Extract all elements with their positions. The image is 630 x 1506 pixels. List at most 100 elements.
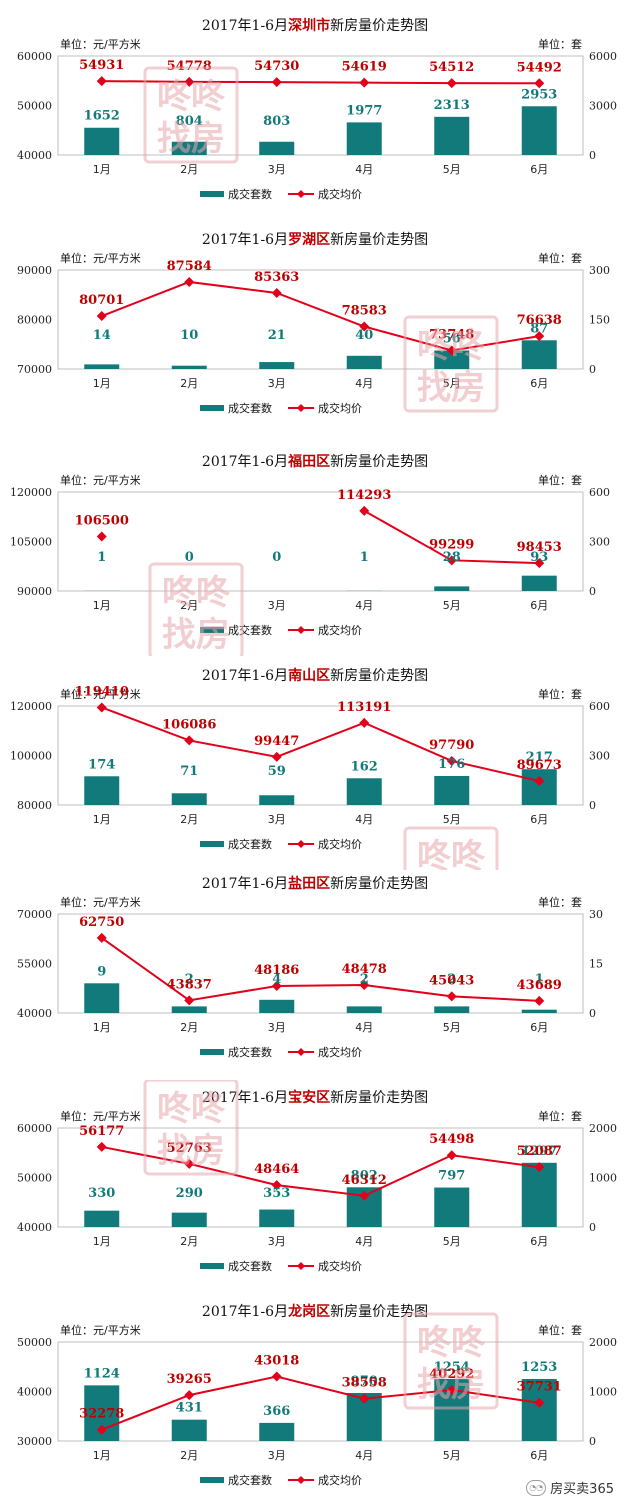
- plot-frame: [58, 1342, 583, 1441]
- chart-title: 2017年1-6月盐田区新房量价走势图: [202, 875, 428, 892]
- bar-value-label: 2313: [434, 98, 470, 113]
- chart-title: 2017年1-6月福田区新房量价走势图: [202, 453, 428, 470]
- price-value-label: 54730: [254, 59, 299, 74]
- watermark-text: 咚咚: [157, 77, 226, 117]
- price-value-label: 54498: [429, 1132, 474, 1147]
- chart-title: 2017年1-6月龙岗区新房量价走势图: [202, 1303, 428, 1320]
- plot-frame: [58, 56, 583, 155]
- category-label: 4月: [355, 1235, 373, 1248]
- category-label: 1月: [93, 1021, 111, 1034]
- legend-line-marker: [297, 404, 305, 412]
- bar-value-label: 431: [176, 1401, 203, 1416]
- legend-bar-swatch: [200, 841, 224, 847]
- legend-line-marker: [297, 1476, 305, 1484]
- category-label: 2月: [180, 163, 198, 176]
- price-value-label: 48464: [254, 1162, 299, 1177]
- chart-title-prefix: 2017年1-6月: [202, 232, 288, 248]
- left-tick-label: 55000: [17, 958, 52, 971]
- chart-title-district: 宝安区: [288, 1089, 330, 1106]
- left-tick-label: 120000: [10, 700, 52, 713]
- left-tick-label: 60000: [17, 50, 52, 63]
- left-tick-label: 90000: [17, 264, 52, 277]
- watermark-text: 咚咚: [162, 573, 231, 613]
- bar-units-sold: [172, 1213, 207, 1227]
- chart-title-prefix: 2017年1-6月: [202, 18, 288, 34]
- bar-units-sold: [259, 795, 294, 805]
- price-value-label: 106086: [162, 717, 216, 732]
- price-value-label: 43837: [167, 977, 212, 992]
- bar-value-label: 803: [263, 114, 290, 129]
- right-tick-label: 3000: [589, 100, 617, 113]
- bar-units-sold: [347, 356, 382, 369]
- legend-bar-label: 成交套数: [228, 1259, 272, 1273]
- bar-units-sold: [259, 1423, 294, 1441]
- chart-title: 2017年1-6月罗湖区新房量价走势图: [202, 232, 428, 248]
- legend-bar-label: 成交套数: [228, 623, 272, 637]
- chart-title-district: 罗湖区: [288, 232, 330, 248]
- right-axis-unit: 单位：套: [538, 1323, 582, 1337]
- price-value-label: 37731: [517, 1380, 562, 1395]
- chart-svg: 2017年1-6月宝安区新房量价走势图单位：元/平方米单位：套400005000…: [0, 1080, 630, 1292]
- right-tick-label: 0: [589, 1007, 596, 1020]
- plot-frame: [58, 270, 583, 369]
- watermark-text: 找房: [157, 119, 225, 159]
- right-tick-label: 0: [589, 1435, 596, 1448]
- price-value-label: 43689: [517, 978, 562, 993]
- category-label: 3月: [268, 599, 286, 612]
- category-label: 3月: [268, 1449, 286, 1462]
- price-value-label: 54778: [167, 59, 212, 74]
- price-value-label: 56177: [79, 1124, 124, 1139]
- chart-title-prefix: 2017年1-6月: [202, 454, 288, 470]
- price-point: [97, 702, 107, 712]
- bar-value-label: 330: [88, 1186, 115, 1201]
- category-label: 4月: [355, 1449, 373, 1462]
- legend-line-marker: [297, 626, 305, 634]
- category-label: 2月: [180, 1449, 198, 1462]
- left-tick-label: 70000: [17, 908, 52, 921]
- chart-svg: 2017年1-6月深圳市新房量价走势图单位：元/平方米单位：套400005000…: [0, 8, 630, 220]
- bar-value-label: 1: [97, 550, 106, 565]
- legend-bar-label: 成交套数: [228, 837, 272, 851]
- category-label: 2月: [180, 1021, 198, 1034]
- bar-value-label: 162: [351, 759, 378, 774]
- legend-line-marker: [297, 1262, 305, 1270]
- bar-units-sold: [259, 142, 294, 155]
- legend-bar-swatch: [200, 1049, 224, 1055]
- legend-line-marker: [297, 840, 305, 848]
- right-tick-label: 2000: [589, 1336, 617, 1349]
- chart-title-suffix: 新房量价走势图: [330, 1304, 428, 1320]
- bar-units-sold: [84, 776, 119, 805]
- chart-svg: 2017年1-6月龙岗区新房量价走势图单位：元/平方米单位：套300004000…: [0, 1294, 630, 1506]
- category-label: 4月: [355, 813, 373, 826]
- plot-frame: [58, 1128, 583, 1227]
- bar-value-label: 14: [93, 328, 111, 343]
- category-label: 3月: [268, 1235, 286, 1248]
- legend-bar-swatch: [200, 1477, 224, 1483]
- price-point: [272, 1372, 282, 1382]
- right-tick-label: 150: [589, 314, 610, 327]
- price-point: [359, 78, 369, 88]
- chart-title-prefix: 2017年1-6月: [202, 668, 288, 684]
- bar-units-sold: [172, 793, 207, 805]
- category-label: 1月: [93, 163, 111, 176]
- left-tick-label: 40000: [17, 1221, 52, 1234]
- category-label: 5月: [443, 163, 461, 176]
- price-point: [534, 996, 544, 1006]
- price-value-label: 48186: [254, 963, 299, 978]
- chart-title-prefix: 2017年1-6月: [202, 1304, 288, 1320]
- category-label: 3月: [268, 163, 286, 176]
- right-tick-label: 15: [589, 958, 603, 971]
- bar-units-sold: [259, 1000, 294, 1013]
- watermark-text: 找房: [417, 1365, 485, 1405]
- legend-bar-label: 成交套数: [228, 1045, 272, 1059]
- price-value-label: 119410: [75, 684, 129, 699]
- category-label: 2月: [180, 813, 198, 826]
- price-point: [97, 532, 107, 542]
